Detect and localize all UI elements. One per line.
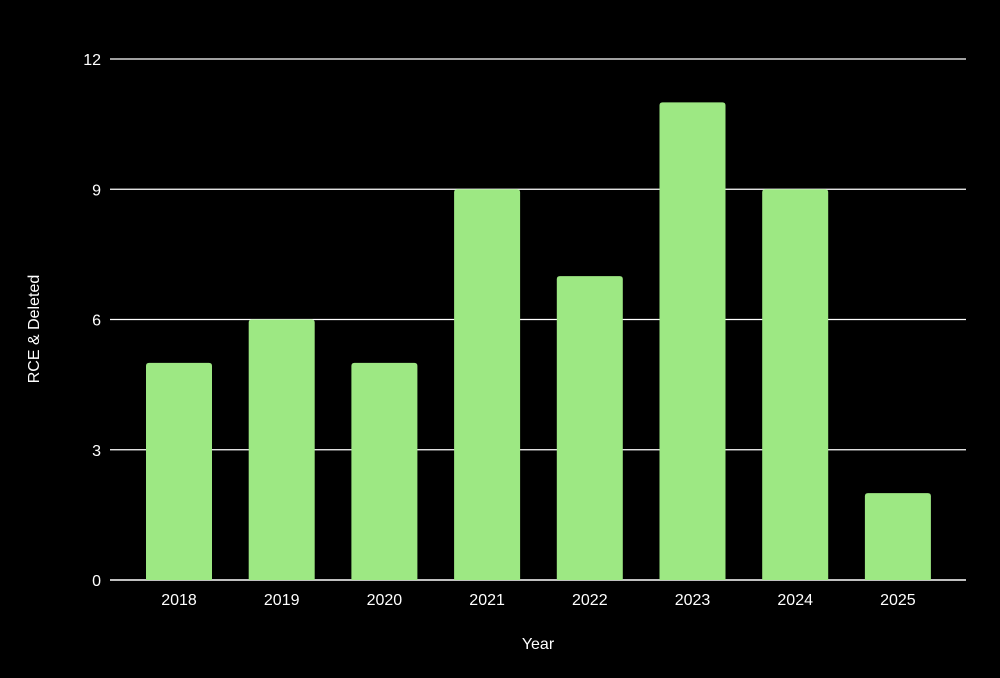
x-tick-label: 2023	[675, 592, 711, 609]
x-tick-labels: 2018 2019 2020 2021 2022 2023 2024 2025	[161, 592, 916, 609]
y-tick-label: 9	[92, 182, 101, 199]
bar-2024	[762, 189, 829, 580]
y-tick-label: 6	[92, 313, 101, 330]
bar-2018	[146, 362, 212, 580]
gridlines	[110, 58, 966, 581]
x-tick-label: 2020	[367, 592, 403, 609]
y-tick-labels: 0 3 6 9 12	[83, 52, 101, 590]
bar-2021	[454, 189, 521, 580]
y-tick-label: 3	[92, 443, 101, 460]
x-tick-label: 2022	[572, 592, 608, 609]
x-axis-title: Year	[522, 636, 555, 653]
x-tick-label: 2019	[264, 592, 300, 609]
x-tick-label: 2025	[880, 592, 916, 609]
y-axis-title: RCE & Deleted	[26, 275, 43, 384]
y-tick-label: 12	[83, 52, 101, 69]
bar-2025	[864, 493, 931, 580]
x-tick-label: 2021	[469, 592, 505, 609]
bar-2022	[556, 276, 623, 580]
y-tick-label: 0	[92, 573, 101, 590]
x-tick-label: 2024	[777, 592, 813, 609]
bar-2020	[351, 362, 418, 580]
bars	[146, 102, 931, 581]
bar-2019	[248, 319, 315, 580]
bar-2023	[659, 102, 726, 581]
x-tick-label: 2018	[161, 592, 197, 609]
